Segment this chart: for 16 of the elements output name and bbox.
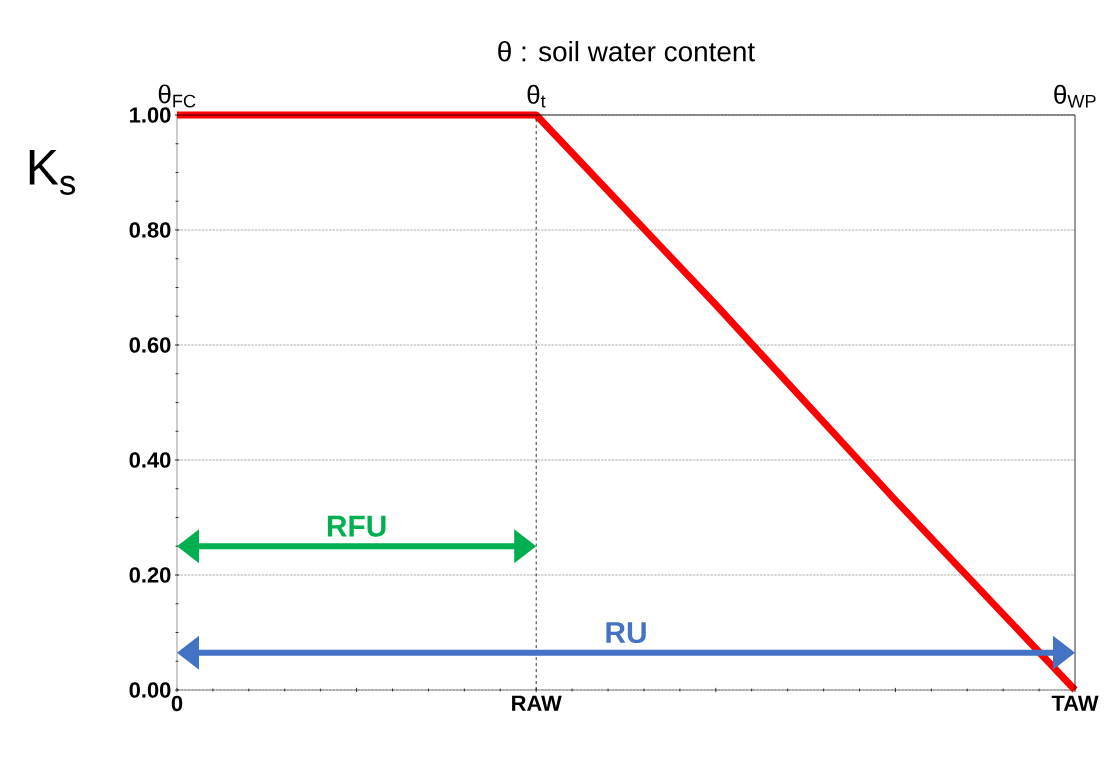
text: θ$_{t}$ <box>527 84 546 108</box>
x-tick-label: 0 <box>171 695 183 712</box>
y-tick-label: 0.60 <box>129 337 171 353</box>
y-tick-label: 0.80 <box>129 222 171 238</box>
x-tick-label: RAW <box>512 695 562 711</box>
y-axis-title: K$_{s}$ <box>29 150 76 195</box>
annotation: RU <box>606 622 646 644</box>
y-tick-label: 0.40 <box>129 452 171 468</box>
y-tick-label: 0.20 <box>129 567 171 583</box>
y-tick-label: 1.00 <box>130 107 171 123</box>
text: θ$_{FC}$ <box>158 84 196 108</box>
text: θ$_{WP}$ <box>1054 84 1096 108</box>
y-tick-label: 0.00 <box>129 682 171 698</box>
x-tick-label: TAW <box>1051 695 1099 711</box>
annotation: RFU <box>327 515 386 537</box>
chart-title: θ : soil water content <box>498 41 755 62</box>
